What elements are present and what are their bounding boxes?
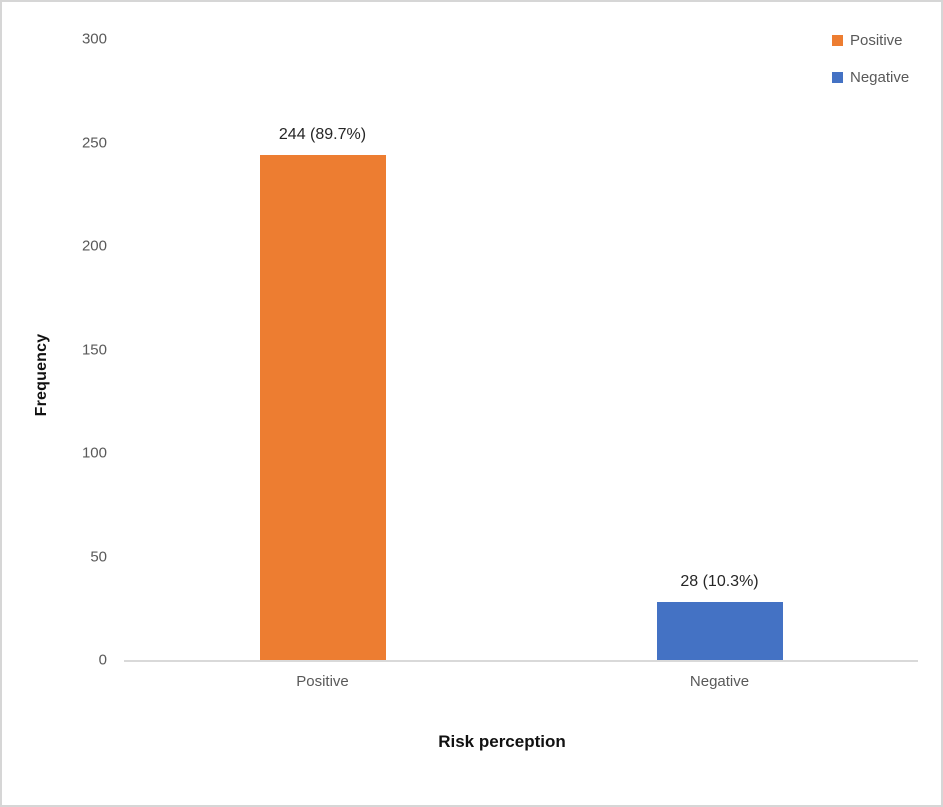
y-axis-ticks: 0 50 100 150 200 250 300 (62, 2, 107, 805)
y-tick-label-150: 150 (81, 341, 107, 358)
legend-swatch-icon (832, 34, 843, 46)
legend: Positive Negative (832, 30, 909, 104)
bar-positive (259, 154, 386, 660)
x-category-label-negative: Negative (689, 673, 750, 690)
legend-item-positive: Positive (832, 30, 909, 50)
y-axis-title: Frequency (33, 333, 50, 417)
legend-item-negative: Negative (832, 67, 909, 87)
legend-swatch-icon (832, 71, 843, 83)
x-axis-line (124, 660, 918, 662)
bar-value-label-positive: 244 (89.7%) (278, 125, 367, 143)
y-tick-label-100: 100 (81, 444, 107, 462)
y-tick-label-50: 50 (90, 548, 107, 565)
y-tick-label-300: 300 (81, 30, 107, 48)
x-axis-title: Risk perception (438, 732, 566, 751)
y-tick-label-0: 0 (98, 651, 107, 669)
legend-label: Negative (850, 68, 910, 86)
x-category-label-positive: Positive (296, 673, 349, 690)
legend-label: Positive (850, 31, 903, 49)
y-tick-label-200: 200 (81, 237, 107, 255)
y-tick-label-250: 250 (81, 134, 107, 151)
bar-value-label-negative: 28 (10.3%) (680, 573, 759, 591)
bar-negative (656, 602, 783, 660)
